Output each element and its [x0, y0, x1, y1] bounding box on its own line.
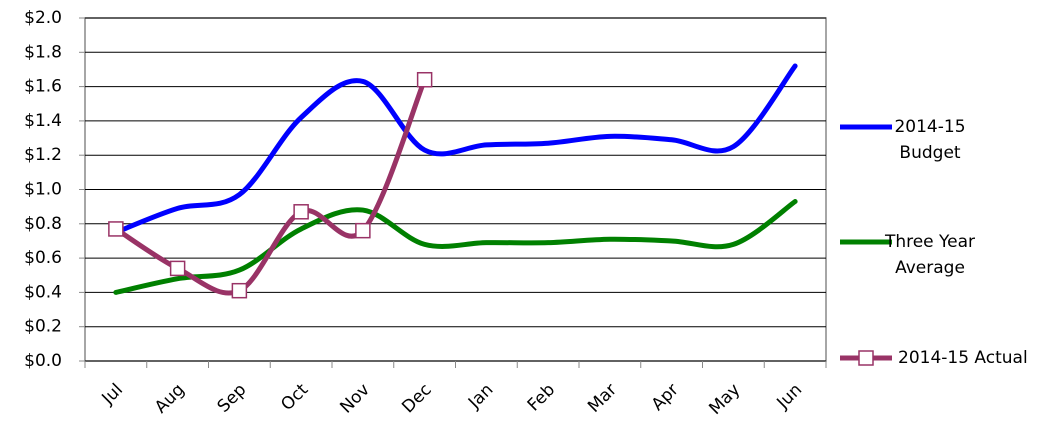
series-line — [113, 77, 428, 296]
y-tick-label: $1.8 — [24, 42, 62, 62]
y-tick-label: $1.2 — [24, 145, 62, 165]
marker — [355, 222, 371, 239]
y-tick-label: $1.4 — [24, 111, 62, 131]
series-line — [113, 63, 798, 235]
marker — [416, 71, 433, 88]
marker — [108, 221, 124, 237]
x-tick-label: Mar — [584, 380, 621, 417]
marker — [231, 282, 248, 299]
x-tick-label: Sep — [214, 380, 251, 417]
legend-label: 2014-15 Budget — [894, 117, 966, 163]
y-tick-label: $1.6 — [24, 77, 62, 97]
x-tick-label: Dec — [398, 380, 435, 417]
x-tick-label: Feb — [524, 380, 559, 415]
series-line — [113, 199, 798, 295]
x-tick-label: Apr — [648, 380, 683, 415]
legend-label: 2014-15 Actual — [898, 348, 1028, 368]
y-tick-label: $0.6 — [24, 248, 62, 268]
y-tick-label: $0.8 — [24, 214, 62, 234]
y-tick-label: $2.0 — [24, 8, 62, 28]
y-tick-label: $0.2 — [24, 317, 62, 337]
x-tick-label: Oct — [277, 380, 312, 415]
x-tick-label: Jul — [98, 380, 127, 409]
legend-label: Three Year Average — [884, 232, 976, 278]
y-tick-label: $0.0 — [24, 351, 62, 371]
legend-marker — [858, 350, 874, 366]
y-tick-label: $0.4 — [24, 282, 62, 302]
x-tick-label: May — [705, 380, 744, 419]
x-tick-label: Nov — [336, 380, 374, 418]
marker — [169, 260, 186, 277]
x-tick-label: Aug — [151, 380, 189, 418]
x-tick-label: Jan — [464, 380, 497, 413]
y-tick-label: $1.0 — [24, 180, 62, 200]
x-tick-label: Jun — [773, 380, 807, 414]
marker — [293, 204, 309, 220]
